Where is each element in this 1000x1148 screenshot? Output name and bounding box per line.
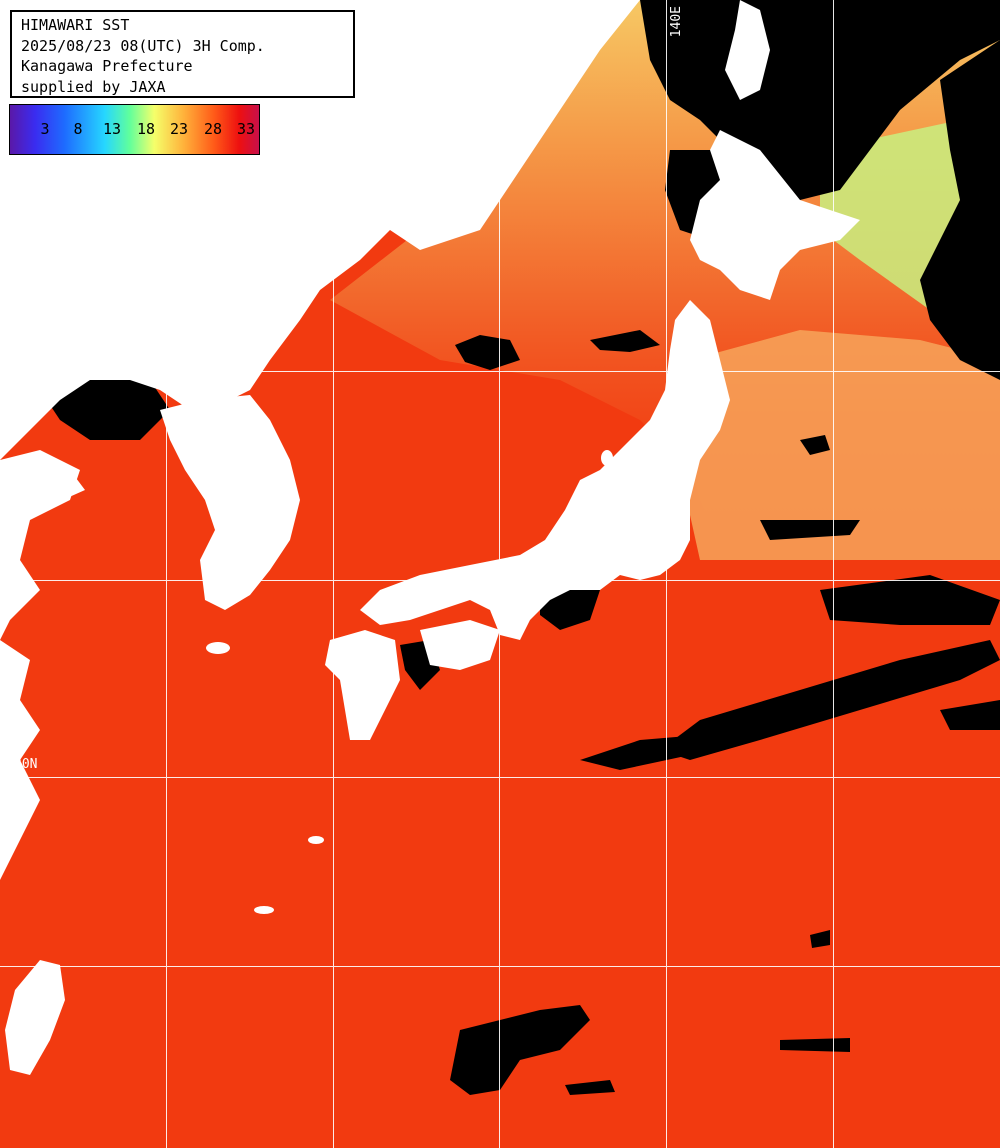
scale-tick: 18 (136, 120, 156, 138)
observation-time: 2025/08/23 08(UTC) 3H Comp. (21, 36, 265, 55)
longitude-label-140e: 140E (669, 6, 684, 38)
temperature-color-scale: 3 8 13 18 23 28 33 (9, 104, 260, 155)
scale-tick: 8 (73, 120, 83, 138)
product-name: HIMAWARI SST (21, 16, 130, 34)
scale-tick: 23 (169, 120, 189, 138)
data-source: supplied by JAXA (21, 77, 166, 96)
pacific-coastal-water (680, 330, 1000, 560)
publisher: Kanagawa Prefecture (21, 57, 193, 75)
latitude-label-30n: 30N (14, 757, 38, 772)
scale-tick: 3 (40, 120, 50, 138)
latitude-label-40n: 40N (14, 353, 38, 368)
scale-tick: 13 (102, 120, 122, 138)
map-title-box: HIMAWARI SST 2025/08/23 08(UTC) 3H Comp.… (10, 10, 355, 98)
scale-tick: 33 (236, 120, 256, 138)
scale-tick: 28 (203, 120, 223, 138)
